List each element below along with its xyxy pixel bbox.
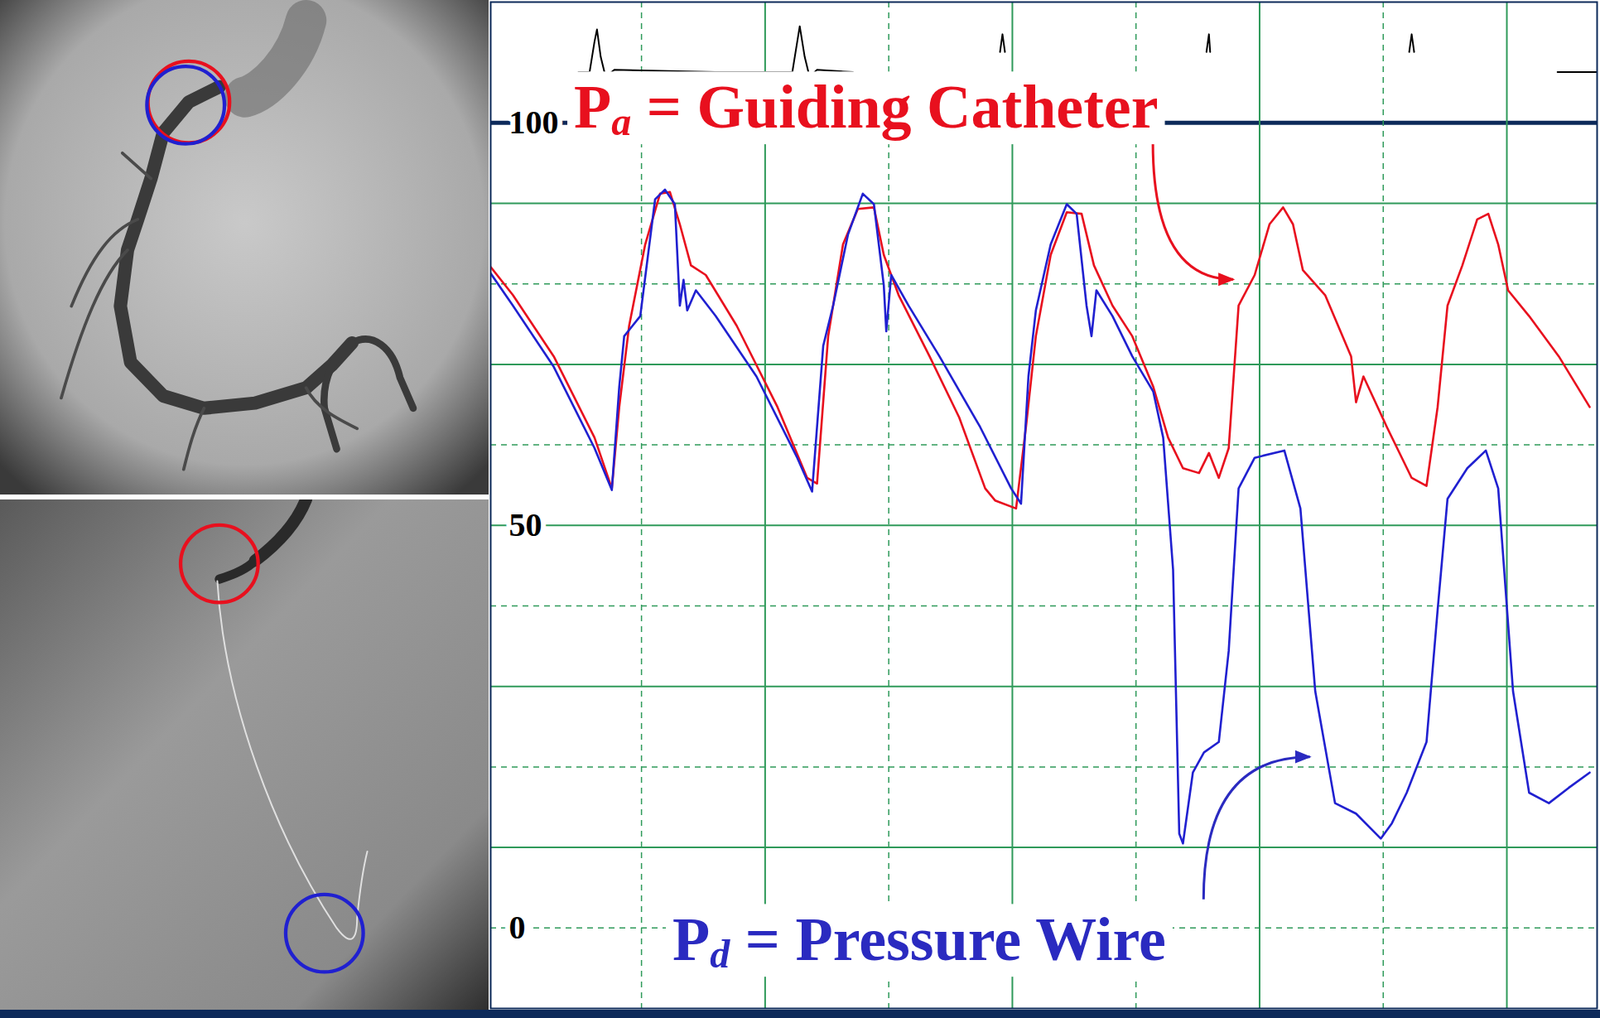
svg-text:100: 100	[509, 103, 560, 141]
svg-text:Pa = Guiding Catheter: Pa = Guiding Catheter	[573, 72, 1158, 143]
svg-text:0: 0	[509, 908, 526, 946]
svg-text:50: 50	[509, 506, 543, 544]
svg-text:Pd = Pressure Wire: Pd = Pressure Wire	[672, 905, 1167, 975]
